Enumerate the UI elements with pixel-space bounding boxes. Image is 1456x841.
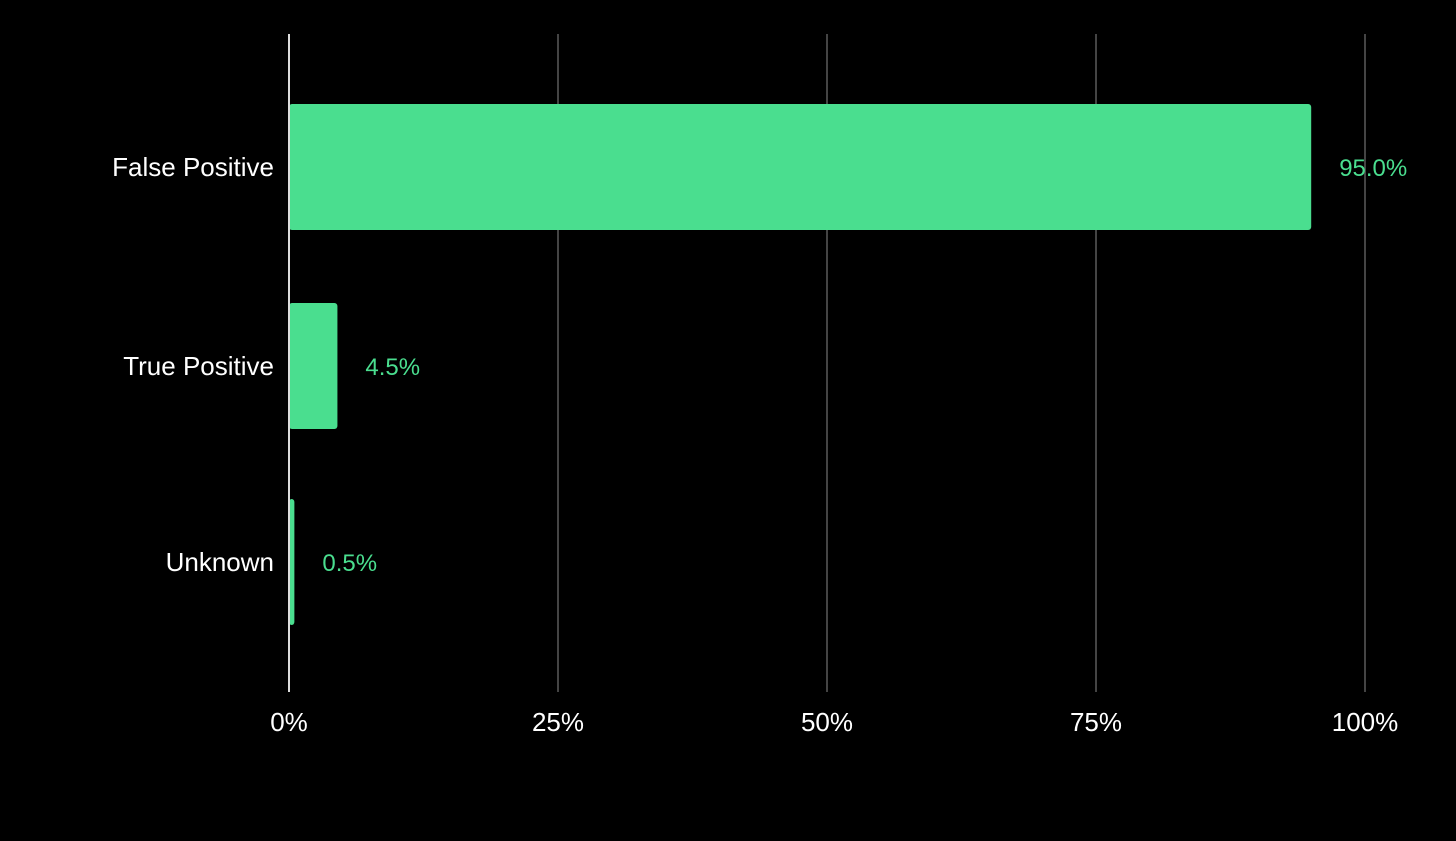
category-label: False Positive — [112, 152, 274, 182]
value-label: 4.5% — [365, 354, 420, 381]
bar-true-positive — [289, 303, 338, 429]
bars — [289, 104, 1312, 625]
x-tick-label: 100% — [1332, 707, 1399, 737]
x-tick-label: 75% — [1070, 707, 1122, 737]
x-tick-label: 0% — [270, 707, 308, 737]
bar-unknown — [289, 499, 295, 625]
category-label: True Positive — [123, 351, 274, 381]
x-tick-label: 50% — [801, 707, 853, 737]
labels: 0% 25% 50% 75% 100% False Positive 95.0% True P… — [112, 152, 1407, 737]
value-label: 95.0% — [1339, 155, 1407, 182]
value-label: 0.5% — [322, 550, 377, 577]
bar-false-positive — [289, 104, 1312, 230]
category-label: Unknown — [166, 547, 274, 577]
x-tick-label: 25% — [532, 707, 584, 737]
